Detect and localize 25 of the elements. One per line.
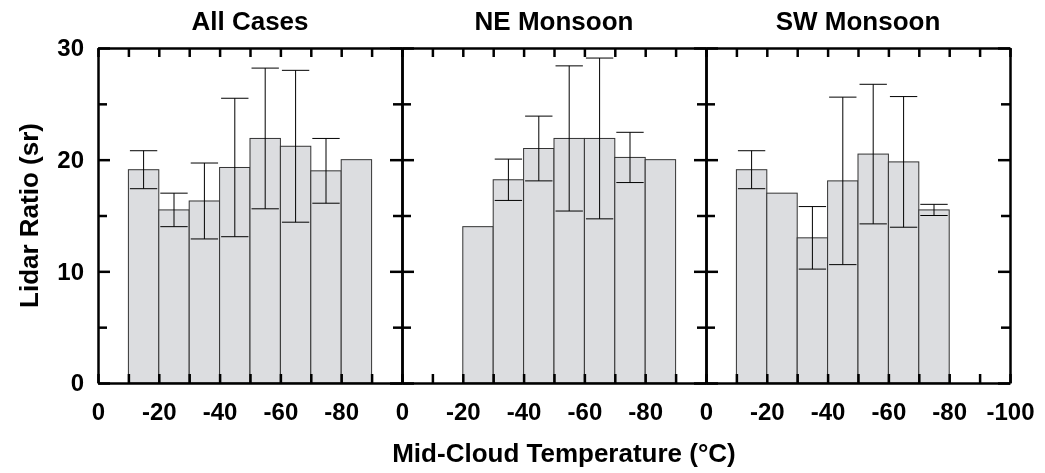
y-tick-label: 10 [57, 257, 84, 285]
y-axis-title: Lidar Ratio (sr) [14, 123, 44, 308]
y-tick-label: 30 [57, 34, 84, 62]
x-tick-label: -20 [445, 398, 481, 426]
chart-title: SW Monsoon [775, 6, 941, 36]
x-tick-label: -40 [810, 398, 846, 426]
x-tick-label: -40 [506, 398, 542, 426]
x-tick-label: -80 [932, 398, 968, 426]
y-tick-label: 20 [57, 145, 84, 173]
x-tick-label: -80 [628, 398, 664, 426]
x-tick-label: -20 [141, 398, 177, 426]
x-tick-label: 0 [91, 398, 106, 426]
x-tick-label: -40 [202, 398, 238, 426]
x-tick-label: 0 [395, 398, 410, 426]
chart-title: NE Monsoon [474, 6, 634, 36]
x-tick-label: -20 [749, 398, 785, 426]
chart-title: All Cases [191, 6, 309, 36]
x-tick-label: -100 [986, 398, 1035, 426]
x-tick-label: -60 [263, 398, 299, 426]
x-tick-label: -60 [567, 398, 603, 426]
x-tick-label: -60 [871, 398, 907, 426]
y-tick-label: 0 [70, 369, 84, 397]
x-axis-title: Mid-Cloud Temperature (°C) [392, 438, 736, 468]
x-tick-label: 0 [699, 398, 714, 426]
x-tick-label: -80 [324, 398, 360, 426]
